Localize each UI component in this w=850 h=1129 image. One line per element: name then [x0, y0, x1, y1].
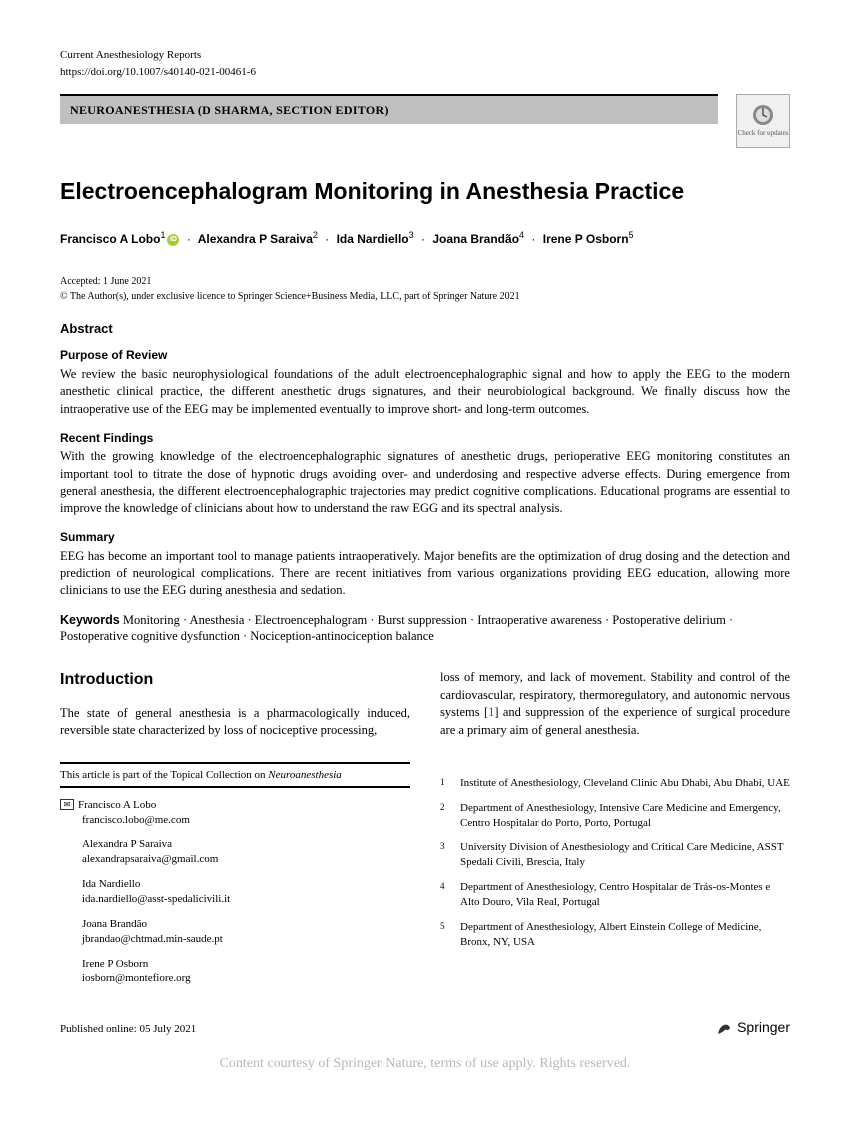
author: Ida Nardiello3: [337, 232, 414, 246]
author-contact: Alexandra P Saraiva alexandrapsaraiva@gm…: [60, 837, 410, 867]
summary-text: EEG has become an important tool to mana…: [60, 548, 790, 600]
author-contact: Ida Nardiello ida.nardiello@asst-spedali…: [60, 877, 410, 907]
intro-para-right: loss of memory, and lack of movement. St…: [440, 669, 790, 739]
authors-line: Francisco A Lobo1 · Alexandra P Saraiva2…: [60, 229, 790, 247]
intro-para-left: The state of general anesthesia is a pha…: [60, 705, 410, 740]
footer-col-left: This article is part of the Topical Coll…: [60, 746, 410, 996]
page-footer: Published online: 05 July 2021 Springer: [60, 1018, 790, 1037]
author-contact: ✉Francisco A Lobo francisco.lobo@me.com: [60, 798, 410, 828]
affiliation-item: 1 Institute of Anesthesiology, Cleveland…: [440, 776, 790, 791]
affiliation-item: 3 University Division of Anesthesiology …: [440, 840, 790, 870]
author: Irene P Osborn5: [543, 232, 634, 246]
doi-link[interactable]: https://doi.org/10.1007/s40140-021-00461…: [60, 65, 790, 80]
purpose-text: We review the basic neurophysiological f…: [60, 366, 790, 418]
intro-col-right: loss of memory, and lack of movement. St…: [440, 669, 790, 740]
section-banner: NEUROANESTHESIA (D SHARMA, SECTION EDITO…: [60, 94, 718, 124]
author-contact: Irene P Osborn iosborn@montefiore.org: [60, 957, 410, 987]
affiliation-item: 5 Department of Anesthesiology, Albert E…: [440, 920, 790, 950]
purpose-block: Purpose of Review We review the basic ne…: [60, 347, 790, 417]
intro-columns: Introduction The state of general anesth…: [60, 669, 790, 740]
contact-block: ✉Francisco A Lobo francisco.lobo@me.com …: [60, 798, 410, 986]
author: Alexandra P Saraiva2: [198, 232, 318, 246]
author: Francisco A Lobo1: [60, 232, 179, 246]
topical-collection: This article is part of the Topical Coll…: [60, 764, 410, 788]
purpose-heading: Purpose of Review: [60, 347, 790, 364]
watermark-text: Content courtesy of Springer Nature, ter…: [60, 1055, 790, 1074]
crossmark-label: Check for updates: [738, 129, 789, 138]
abstract-heading: Abstract: [60, 320, 790, 338]
publisher-logo: Springer: [715, 1018, 790, 1037]
envelope-icon: ✉: [60, 799, 74, 810]
copyright-line: © The Author(s), under exclusive licence…: [60, 290, 790, 304]
affiliation-item: 2 Department of Anesthesiology, Intensiv…: [440, 801, 790, 831]
summary-heading: Summary: [60, 529, 790, 546]
journal-name: Current Anesthesiology Reports: [60, 48, 790, 63]
footer-col-right: 1 Institute of Anesthesiology, Cleveland…: [440, 746, 790, 996]
affiliation-item: 4 Department of Anesthesiology, Centro H…: [440, 880, 790, 910]
keywords-text: Monitoring · Anesthesia · Electroencepha…: [60, 613, 733, 644]
banner-row: NEUROANESTHESIA (D SHARMA, SECTION EDITO…: [60, 94, 790, 148]
affiliations-list: 1 Institute of Anesthesiology, Cleveland…: [440, 776, 790, 950]
crossmark-badge[interactable]: Check for updates: [736, 94, 790, 148]
footer-columns: This article is part of the Topical Coll…: [60, 746, 790, 996]
summary-block: Summary EEG has become an important tool…: [60, 529, 790, 599]
crossmark-icon: [751, 103, 775, 127]
orcid-icon[interactable]: [167, 234, 179, 246]
findings-heading: Recent Findings: [60, 430, 790, 447]
findings-text: With the growing knowledge of the electr…: [60, 448, 790, 517]
keywords-line: Keywords Monitoring · Anesthesia · Elect…: [60, 612, 790, 646]
keywords-label: Keywords: [60, 613, 120, 627]
published-date: Published online: 05 July 2021: [60, 1022, 196, 1037]
accepted-date: Accepted: 1 June 2021: [60, 275, 790, 289]
intro-col-left: Introduction The state of general anesth…: [60, 669, 410, 740]
springer-horse-icon: [715, 1019, 733, 1037]
author-contact: Joana Brandão jbrandao@chtmad.min-saude.…: [60, 917, 410, 947]
findings-block: Recent Findings With the growing knowled…: [60, 430, 790, 518]
intro-heading: Introduction: [60, 669, 410, 691]
article-title: Electroencephalogram Monitoring in Anest…: [60, 176, 790, 207]
author: Joana Brandão4: [432, 232, 524, 246]
